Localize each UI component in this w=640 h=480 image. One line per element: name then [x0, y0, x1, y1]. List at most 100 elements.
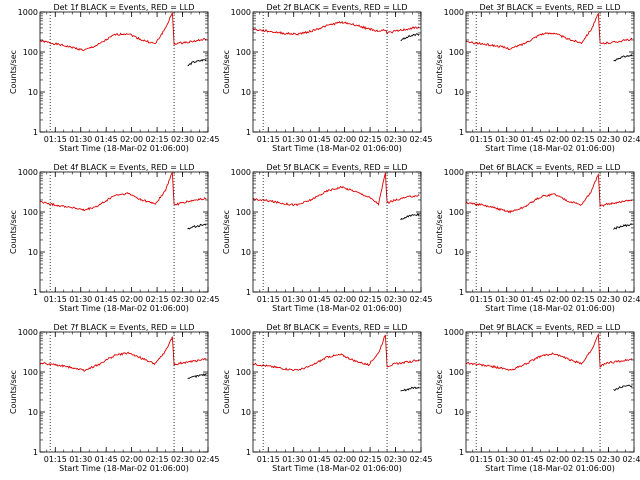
chart-title: Det 7f BLACK = Events, RED = LLD	[53, 323, 194, 332]
x-tick-label: 01:45	[95, 455, 118, 464]
x-tick-label: 02:45	[409, 135, 432, 144]
y-tick-label: 10	[28, 88, 38, 97]
series-line-5-1	[252, 172, 420, 207]
x-tick-label: 02:00	[546, 455, 569, 464]
x-tick-label: 01:30	[495, 135, 518, 144]
series-line-9-2	[613, 384, 633, 391]
y-tick-label: 100	[449, 48, 464, 57]
y-axis-label: Counts/sec	[9, 50, 18, 94]
y-axis-label: Counts/sec	[435, 210, 444, 254]
series-line-2-1	[252, 20, 420, 36]
x-tick-label: 01:30	[495, 295, 518, 304]
series-line-5-2	[400, 212, 420, 221]
series-line-4-1	[39, 171, 207, 212]
x-tick-label: 02:30	[171, 455, 194, 464]
x-tick-label: 02:45	[196, 455, 219, 464]
y-tick-label: 10	[28, 248, 38, 257]
x-tick-label: 02:45	[409, 295, 432, 304]
plot-frame-2	[252, 11, 422, 133]
chart-panel-1: 1 10 100 1000 01:15 01:30 01:45 02:00 02:15 02:30…	[9, 3, 220, 153]
chart-title: Det 5f BLACK = Events, RED = LLD	[266, 163, 407, 172]
chart-title: Det 6f BLACK = Events, RED = LLD	[479, 163, 620, 172]
y-tick-label: 100	[449, 208, 464, 217]
x-tick-label: 01:15	[44, 295, 67, 304]
x-tick-label: 02:00	[333, 135, 356, 144]
x-tick-label: 02:30	[384, 295, 407, 304]
plot-frame-7	[39, 331, 209, 453]
x-tick-label: 01:15	[470, 455, 493, 464]
chart-title: Det 2f BLACK = Events, RED = LLD	[266, 3, 407, 12]
x-tick-label: 02:15	[359, 135, 382, 144]
y-tick-label: 10	[454, 408, 464, 417]
x-tick-label: 01:30	[69, 295, 92, 304]
y-tick-label: 1	[246, 288, 251, 297]
y-tick-label: 1000	[18, 168, 38, 177]
y-tick-label: 1000	[231, 328, 251, 337]
chart-panel-9: 1 10 100 1000 01:15 01:30 01:45 02:00 02:15 02:30…	[435, 323, 640, 473]
x-tick-label: 02:00	[120, 295, 143, 304]
chart-panel-6: 1 10 100 1000 01:15 01:30 01:45 02:00 02:15 02:30…	[435, 163, 640, 313]
y-tick-label: 100	[449, 368, 464, 377]
y-tick-label: 100	[236, 208, 251, 217]
x-tick-label: 02:30	[171, 135, 194, 144]
x-tick-label: 02:00	[120, 455, 143, 464]
series-line-7-2	[187, 373, 207, 379]
y-tick-label: 1	[246, 448, 251, 457]
x-tick-label: 01:15	[470, 135, 493, 144]
y-axis-label: Counts/sec	[9, 370, 18, 414]
x-tick-label: 01:15	[470, 295, 493, 304]
x-tick-label: 02:15	[146, 295, 169, 304]
chart-title: Det 8f BLACK = Events, RED = LLD	[266, 323, 407, 332]
chart-title: Det 4f BLACK = Events, RED = LLD	[53, 163, 194, 172]
series-line-1-2	[187, 59, 207, 67]
y-tick-label: 1	[459, 448, 464, 457]
x-axis-label: Start Time (18-Mar-02 01:06:00)	[59, 464, 189, 473]
x-tick-label: 01:45	[521, 455, 544, 464]
chart-title: Det 9f BLACK = Events, RED = LLD	[479, 323, 620, 332]
x-axis-label: Start Time (18-Mar-02 01:06:00)	[485, 464, 615, 473]
x-tick-label: 02:45	[196, 135, 219, 144]
y-axis-label: Counts/sec	[222, 370, 231, 414]
x-tick-label: 01:45	[95, 135, 118, 144]
plot-frame-6	[465, 171, 635, 293]
y-tick-label: 1000	[444, 328, 464, 337]
x-tick-label: 02:45	[196, 295, 219, 304]
x-tick-label: 01:45	[308, 455, 331, 464]
y-tick-label: 1000	[231, 168, 251, 177]
chart-panel-8: 1 10 100 1000 01:15 01:30 01:45 02:00 02:15 02:30…	[222, 323, 433, 473]
y-axis-label: Counts/sec	[9, 210, 18, 254]
series-line-7-1	[39, 336, 207, 372]
x-tick-label: 01:30	[69, 135, 92, 144]
x-tick-label: 01:30	[282, 295, 305, 304]
plot-frame-9	[465, 331, 635, 453]
x-tick-label: 02:45	[622, 135, 640, 144]
y-tick-label: 10	[241, 408, 251, 417]
series-line-8-2	[400, 386, 420, 392]
x-tick-label: 01:15	[257, 455, 280, 464]
x-tick-label: 02:15	[572, 295, 595, 304]
x-tick-label: 01:30	[69, 455, 92, 464]
x-tick-label: 02:30	[384, 455, 407, 464]
series-line-2-2	[400, 33, 420, 42]
x-tick-label: 02:15	[572, 455, 595, 464]
x-tick-label: 01:30	[495, 455, 518, 464]
series-line-9-1	[465, 332, 633, 371]
y-tick-label: 10	[454, 88, 464, 97]
x-tick-label: 02:30	[384, 135, 407, 144]
x-tick-label: 02:45	[622, 295, 640, 304]
x-tick-label: 02:30	[171, 295, 194, 304]
series-line-1-1	[39, 12, 207, 52]
x-tick-label: 02:15	[146, 135, 169, 144]
y-tick-label: 10	[454, 248, 464, 257]
series-line-4-2	[187, 223, 207, 230]
x-tick-label: 01:15	[44, 135, 67, 144]
y-tick-label: 1000	[18, 328, 38, 337]
y-tick-label: 100	[23, 208, 38, 217]
chart-panel-2: 1 10 100 1000 01:15 01:30 01:45 02:00 02:15 02:30…	[222, 3, 433, 153]
x-axis-label: Start Time (18-Mar-02 01:06:00)	[485, 144, 615, 153]
chart-title: Det 3f BLACK = Events, RED = LLD	[479, 3, 620, 12]
x-axis-label: Start Time (18-Mar-02 01:06:00)	[485, 304, 615, 313]
x-tick-label: 02:30	[597, 455, 620, 464]
y-tick-label: 100	[236, 48, 251, 57]
